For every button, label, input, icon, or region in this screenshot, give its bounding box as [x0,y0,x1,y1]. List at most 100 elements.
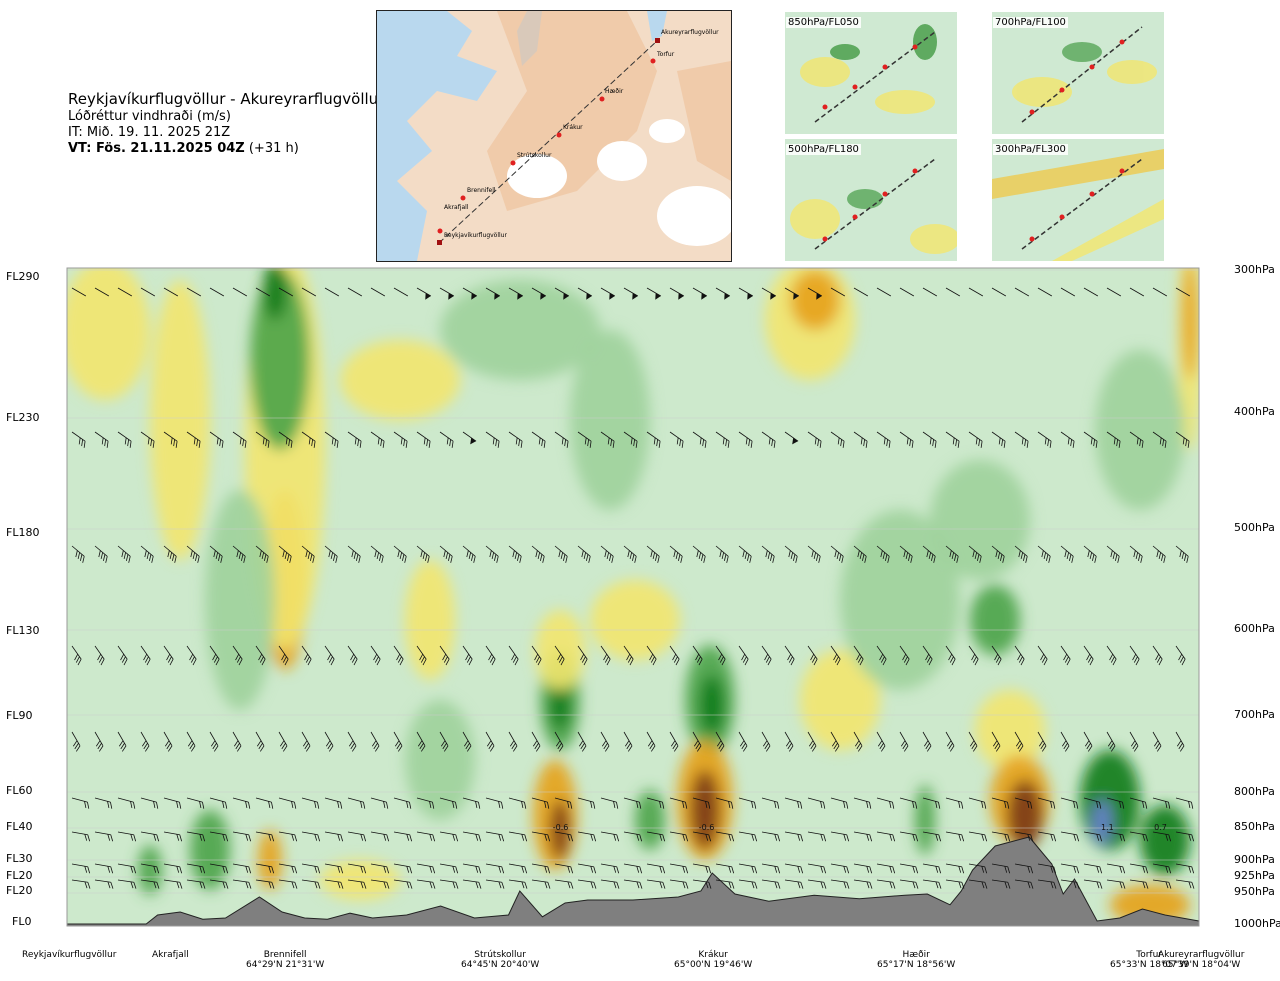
wind-barb [209,731,219,752]
wind-barb [807,645,818,666]
wind-barb [853,287,869,297]
wind-barb [692,431,707,448]
wind-barb [1106,797,1125,809]
wind-barb [784,731,794,752]
value-annotation: -0.6 [553,823,569,832]
thumbnail-500hpa[interactable]: 500hPa/FL180 [785,139,957,261]
wind-barb [485,287,501,300]
station-label: Krákur 65°00'N 19°46'W [674,950,752,970]
wind-barb [1060,431,1075,448]
wind-barb [485,863,505,874]
pressure-label: 1000hPa [1234,917,1280,930]
wind-barb [761,645,772,666]
wind-barb [324,431,339,448]
wind-barb [531,545,545,563]
wind-barb [1129,645,1140,666]
wind-barb [577,863,597,874]
wind-barb [577,287,593,300]
wind-barb [991,831,1011,842]
thumbnail-300hpa[interactable]: 300hPa/FL300 [992,139,1164,261]
wind-barb [784,863,804,874]
wind-barb [71,287,87,297]
station-name: Hæðir [902,950,930,960]
wind-barb [324,863,344,874]
pressure-label: 500hPa [1234,521,1275,534]
wind-barb [347,863,367,874]
wind-barb [991,879,1011,889]
field-blob [1182,268,1198,380]
wind-barb [830,645,841,666]
wind-barb [554,831,574,842]
wind-barb [692,545,706,563]
wind-barb [623,431,638,448]
wind-barb [462,797,481,809]
wind-barb [186,797,205,809]
wind-barb [531,797,550,809]
fl-label: FL0 [12,915,32,928]
wind-barb [922,831,942,842]
wind-barb [1014,645,1025,666]
wind-barb [94,863,114,874]
wind-barb [991,545,1005,563]
pressure-label: 850hPa [1234,820,1275,833]
wind-barb [1083,287,1099,297]
wind-barb [899,863,919,874]
wind-barb [1037,879,1057,889]
wind-barb [232,645,243,666]
wind-barb [853,731,863,752]
wind-barb [577,879,597,889]
wind-barb [1014,731,1024,752]
wind-barb [485,731,495,752]
wind-barb [1060,545,1074,563]
wind-barb [876,731,886,752]
wind-barb [1175,879,1195,889]
wind-barb [1129,545,1143,563]
wind-barb [1129,879,1149,889]
wind-barb [485,431,500,448]
wind-barb [301,431,316,448]
wind-barb [876,797,895,809]
wind-barb [393,879,413,889]
wind-barb [278,431,293,448]
fl-label: FL130 [6,624,40,637]
field-blob [1095,350,1185,510]
wind-barb [669,645,680,666]
wind-barb [370,645,381,666]
wind-barb [1129,797,1148,809]
wind-barb [140,863,160,874]
wind-barb [94,831,114,842]
field-blob [263,268,287,320]
wind-barb [899,879,919,889]
wind-barb [209,797,228,809]
wind-barb [1037,863,1057,874]
wind-barb [140,879,160,889]
station-coord: 65°17'N 18°56'W [877,960,956,970]
wind-barb [968,731,978,752]
wind-barb [738,645,749,666]
map-place-akureyri: Akureyrarflugvöllur [661,29,719,36]
wind-barb [370,287,386,297]
wind-barb [255,797,274,809]
thumbnail-850hpa[interactable]: 850hPa/FL050 [785,12,957,134]
wind-barb [876,287,892,297]
wind-barb [117,831,137,842]
wind-barb [163,831,183,842]
wind-barb [577,797,596,809]
wind-barb [71,645,82,666]
wind-barb [324,831,344,842]
wind-barb [531,863,551,874]
wind-barb [623,831,643,842]
wind-barb [301,731,311,752]
wind-barb [1083,545,1097,563]
wind-barb [554,797,573,809]
wind-barb [922,879,942,889]
pressure-label: 400hPa [1234,405,1275,418]
wind-barb [393,731,403,752]
thumbnail-700hpa[interactable]: 700hPa/FL100 [992,12,1164,134]
wind-barb [462,731,472,752]
wind-barb [186,431,201,448]
wind-barb [255,545,269,563]
wind-barb [922,545,936,563]
wind-barb [646,545,660,563]
wind-barb [876,879,896,889]
